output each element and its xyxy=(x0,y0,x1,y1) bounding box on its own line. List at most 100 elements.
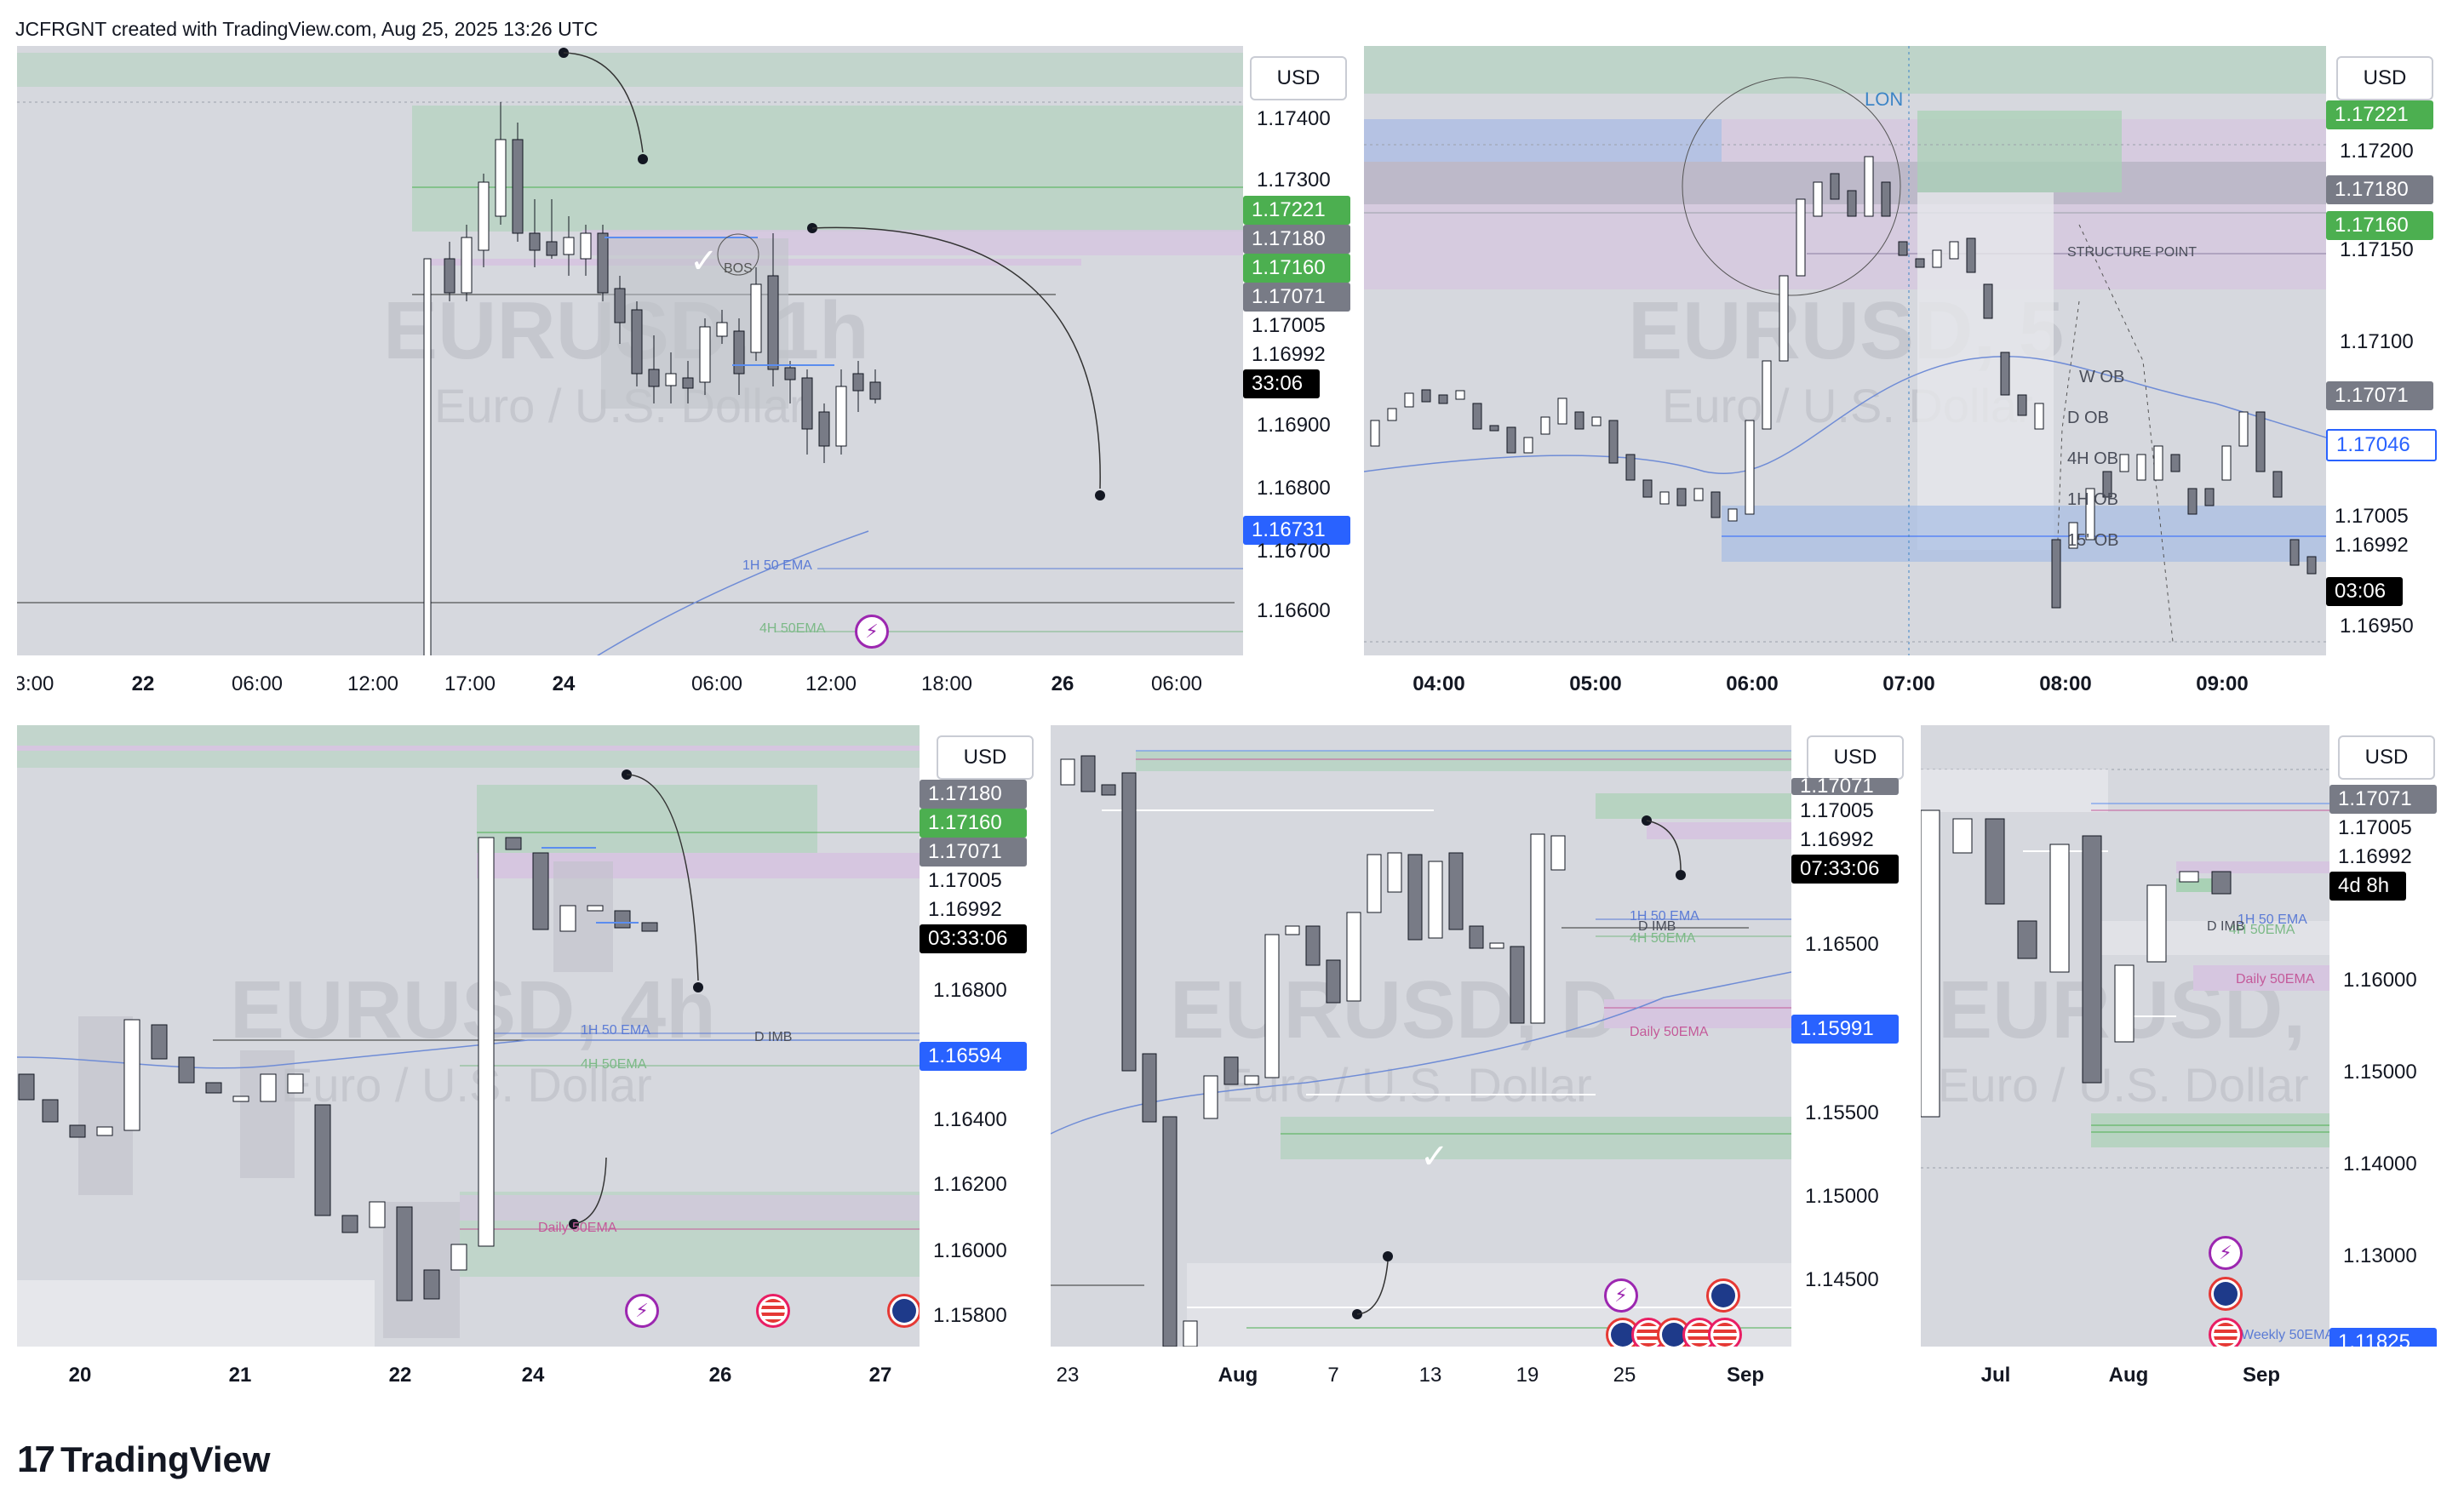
eu-flag-icon[interactable] xyxy=(2209,1277,2243,1311)
price-tag: 1.16992 xyxy=(1791,826,1899,855)
eu-flag-icon[interactable] xyxy=(887,1294,920,1328)
lightning-bolt-icon[interactable]: ⚡ xyxy=(2209,1236,2243,1270)
price-scale[interactable]: USD 1.17180 1.17160 1.17071 1.17005 1.16… xyxy=(920,725,1042,1347)
time-scale[interactable]: Jul Aug Sep xyxy=(1921,1347,2444,1406)
h4ob-label: 4H OB xyxy=(2067,449,2119,468)
price-tag-gray: 1.17071 xyxy=(920,838,1027,867)
time-scale[interactable]: 04:00 05:00 06:00 07:00 08:00 09:00 xyxy=(1364,655,2442,715)
chart-caption: JCFRGNT created with TradingView.com, Au… xyxy=(15,18,599,40)
time-tick: 24 xyxy=(552,672,576,695)
time-tick: 17:00 xyxy=(444,672,496,695)
us-flag-icon[interactable] xyxy=(2209,1318,2243,1347)
dimb-label: D IMB xyxy=(1638,919,1676,934)
ema-label-1h: 1H 50 EMA xyxy=(1630,909,1699,924)
time-tick: Jul xyxy=(1980,1364,2011,1387)
tradingview-logo[interactable]: 17 TradingView xyxy=(17,1439,271,1481)
price-tag-gray: 1.17180 xyxy=(1243,225,1350,254)
chart-panel-5m[interactable]: EURUSD, 5 Euro / U.S. Dollar xyxy=(1364,46,2442,715)
price-scale[interactable]: USD 1.17221 1.17200 1.17180 1.17160 1.17… xyxy=(2326,46,2442,655)
lightning-bolt-icon[interactable]: ⚡ xyxy=(625,1294,659,1328)
price-tick: 1.16600 xyxy=(1257,599,1331,622)
chart-drawings xyxy=(17,725,920,1347)
price-tick: 1.16800 xyxy=(933,979,1007,1002)
currency-button[interactable]: USD xyxy=(937,735,1034,780)
lightning-bolt-icon[interactable]: ⚡ xyxy=(1604,1278,1638,1313)
svg-text:✓: ✓ xyxy=(690,243,719,280)
time-tick: 27 xyxy=(868,1364,892,1387)
time-tick: 06:00 xyxy=(690,672,743,695)
currency-button[interactable]: USD xyxy=(1250,56,1347,100)
price-scale[interactable]: USD 1.17071 1.17005 1.16992 07:33:06 1.1… xyxy=(1791,725,1912,1347)
chart-panel-weekly[interactable]: EURUSD, 1W Euro / U.S. Dollar xyxy=(1921,725,2444,1406)
price-scale[interactable]: USD 1.17071 1.17005 1.16992 4d 8h 1.1600… xyxy=(2329,725,2444,1357)
price-tick: 1.15500 xyxy=(1805,1101,1879,1124)
h1ob-label: 1H OB xyxy=(2067,490,2119,509)
svg-text:BOS: BOS xyxy=(724,261,753,276)
tradingview-logo-icon: 17 xyxy=(17,1439,55,1480)
chart-panel-daily[interactable]: EURUSD, D Euro / U.S. Dollar xyxy=(1051,725,1912,1406)
chart-panel-4h[interactable]: EURUSD, 4h Euro / U.S. Dollar xyxy=(17,725,1042,1406)
price-tag: 1.16992 xyxy=(2326,531,2433,560)
price-tag: 1.17005 xyxy=(2326,502,2433,531)
price-scale[interactable]: USD 1.17400 1.17300 1.17221 1.17180 1.17… xyxy=(1243,46,1355,655)
countdown-tag: 4d 8h xyxy=(2329,872,2406,901)
time-tick: 21 xyxy=(228,1364,252,1387)
plot-area[interactable]: EURUSD, 1W Euro / U.S. Dollar xyxy=(1921,725,2329,1347)
time-tick: 08:00 xyxy=(2039,672,2092,695)
last-price-tag: 1.16731 xyxy=(1243,516,1350,545)
currency-button[interactable]: USD xyxy=(1807,735,1904,780)
price-tag-green: 1.17160 xyxy=(920,809,1027,838)
currency-button[interactable]: USD xyxy=(2336,56,2433,100)
time-scale[interactable]: 23 Aug 7 13 19 25 Sep xyxy=(1051,1347,1912,1406)
dimb-label: D IMB xyxy=(2207,919,2245,934)
candles xyxy=(423,102,881,655)
time-tick: 13 xyxy=(1418,1364,1442,1387)
time-tick: 20 xyxy=(68,1364,92,1387)
time-tick: 3:00 xyxy=(17,672,54,695)
price-tick: 1.16400 xyxy=(933,1108,1007,1131)
time-tick: 06:00 xyxy=(231,672,284,695)
time-tick: 22 xyxy=(131,672,155,695)
price-tag-green: 1.17160 xyxy=(2326,211,2433,240)
ema-label-1h: 1H 50 EMA xyxy=(2238,912,2307,927)
plot-area[interactable]: EURUSD, 5 Euro / U.S. Dollar xyxy=(1364,46,2326,655)
plot-area[interactable]: EURUSD, D Euro / U.S. Dollar xyxy=(1051,725,1791,1347)
us-flag-icon[interactable] xyxy=(1708,1318,1742,1347)
wob-label: W OB xyxy=(2079,368,2125,386)
price-tick: 1.17200 xyxy=(2340,140,2414,163)
price-tag-green: 1.17221 xyxy=(2326,100,2433,129)
price-tick: 1.16000 xyxy=(933,1239,1007,1262)
us-flag-icon[interactable] xyxy=(756,1294,790,1328)
price-tag: 1.17005 xyxy=(1243,312,1350,340)
time-tick: 06:00 xyxy=(1726,672,1779,695)
time-tick: 06:00 xyxy=(1150,672,1203,695)
eu-flag-icon[interactable] xyxy=(1706,1278,1740,1313)
ema-label-4h: 4H 50EMA xyxy=(759,621,826,636)
structure-point-label: STRUCTURE POINT xyxy=(2067,245,2197,260)
price-tick: 1.16500 xyxy=(1805,933,1879,956)
time-tick: 07:00 xyxy=(1882,672,1935,695)
price-tag: 1.16992 xyxy=(920,895,1027,924)
ema-label-1h: 1H 50 EMA xyxy=(742,558,812,573)
time-scale[interactable]: 3:00 22 06:00 12:00 17:00 24 06:00 12:00… xyxy=(17,655,1355,715)
time-tick: 12:00 xyxy=(805,672,857,695)
chart-panel-1h[interactable]: EURUSD, 1h Euro / U.S. Dollar xyxy=(17,46,1355,715)
ema-label-4h: 4H 50EMA xyxy=(1630,931,1696,946)
time-tick: Aug xyxy=(1218,1364,1258,1387)
plot-area[interactable]: EURUSD, 4h Euro / U.S. Dollar xyxy=(17,725,920,1347)
ema-price-tag: 1.17046 xyxy=(2326,429,2437,461)
currency-button[interactable]: USD xyxy=(2338,735,2435,780)
chart-drawings xyxy=(1921,769,2329,1169)
time-scale[interactable]: 20 21 22 24 26 27 xyxy=(17,1347,1042,1406)
time-tick: 7 xyxy=(1327,1364,1339,1387)
lightning-bolt-icon[interactable]: ⚡ xyxy=(855,615,889,649)
time-tick: 24 xyxy=(521,1364,545,1387)
price-tag-gray: 1.17071 xyxy=(1243,283,1350,312)
plot-area[interactable]: EURUSD, 1h Euro / U.S. Dollar xyxy=(17,46,1243,655)
weekly-ema-label: Weekly 50EMA xyxy=(2241,1328,2329,1342)
time-tick: 23 xyxy=(1056,1364,1080,1387)
time-tick: 12:00 xyxy=(347,672,399,695)
time-tick: 09:00 xyxy=(2196,672,2249,695)
last-price-tag: 1.16594 xyxy=(920,1042,1027,1071)
price-tick: 1.14500 xyxy=(1805,1268,1879,1291)
